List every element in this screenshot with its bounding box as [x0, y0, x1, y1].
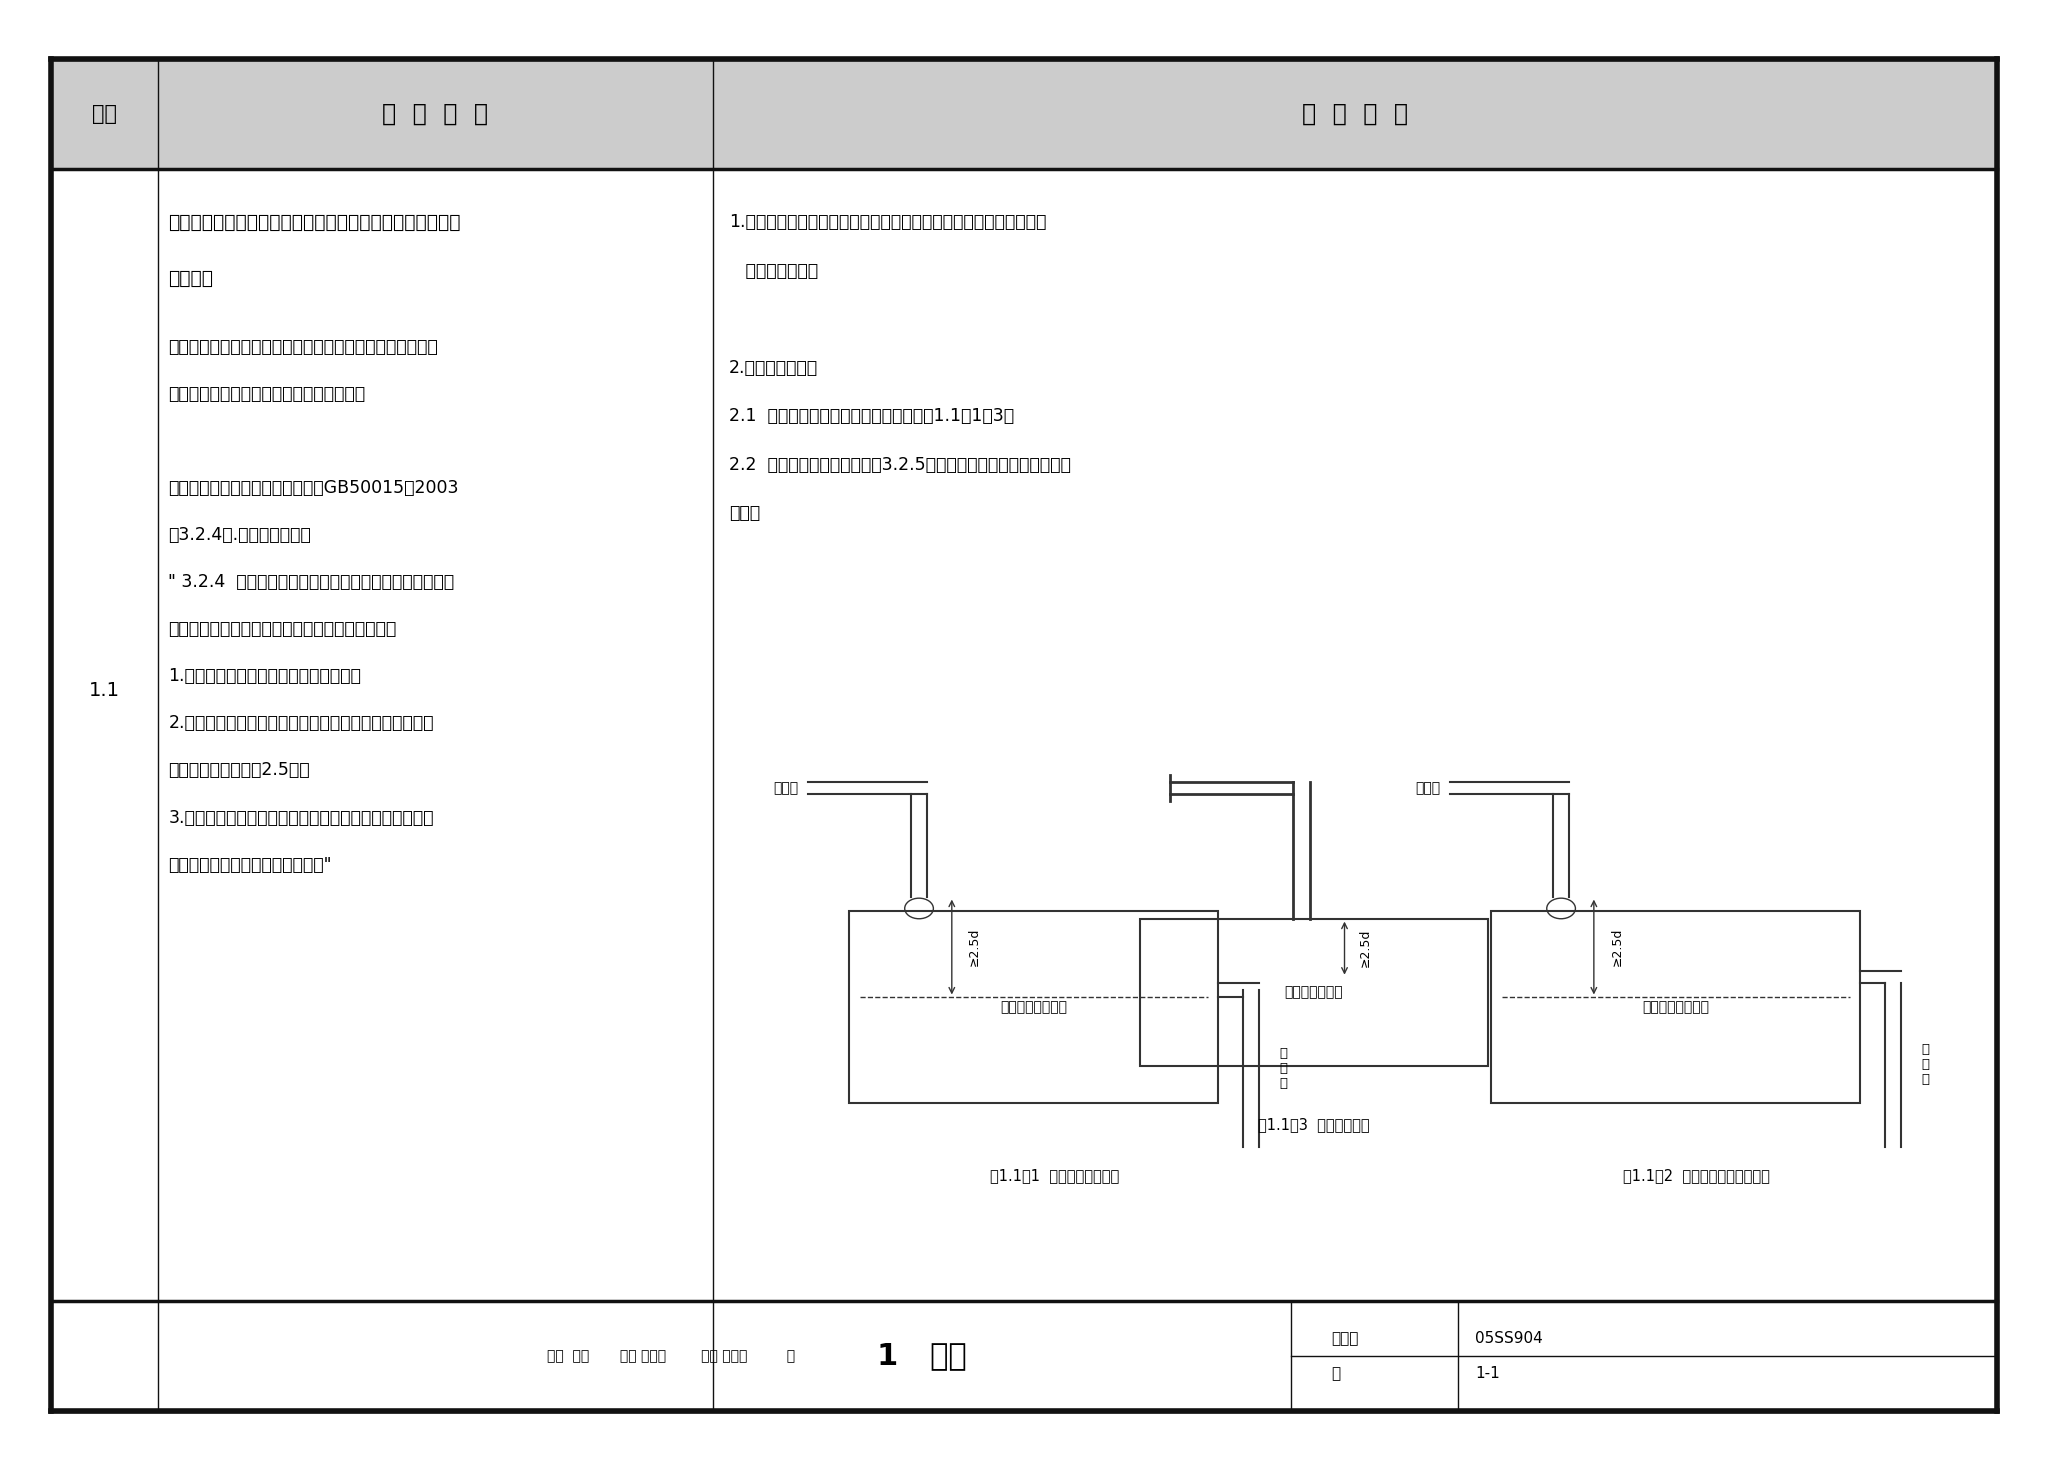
Text: 1.1: 1.1 — [90, 682, 121, 700]
Text: 1-1: 1-1 — [1475, 1366, 1499, 1382]
Text: 非饮用水池（箱）: 非饮用水池（箱） — [1642, 1000, 1710, 1014]
Text: 第3.2.4条.（强制性条文）: 第3.2.4条.（强制性条文） — [168, 526, 311, 544]
Text: " 3.2.4  生活饮用水不得因管道产生虹吸回流而受污染，: " 3.2.4 生活饮用水不得因管道产生虹吸回流而受污染， — [168, 573, 455, 591]
Text: 溢
流
管: 溢 流 管 — [1921, 1044, 1929, 1086]
Text: 2.出水口高出承接用水容器溢流边缘的最小空气间隙，不: 2.出水口高出承接用水容器溢流边缘的最小空气间隙，不 — [168, 714, 434, 732]
Text: 止器或采取其它有效的隔断措施。": 止器或采取其它有效的隔断措施。" — [168, 856, 332, 873]
Text: 图集号: 图集号 — [1331, 1330, 1360, 1347]
Text: 页: 页 — [1331, 1366, 1341, 1382]
Text: 给水管: 给水管 — [1415, 781, 1440, 795]
Text: 3.特殊器具不能设置最小空气间隙时，应设置管道倒流防: 3.特殊器具不能设置最小空气间隙时，应设置管道倒流防 — [168, 809, 434, 826]
Text: 1   给水: 1 给水 — [877, 1342, 967, 1370]
Text: 给水管: 给水管 — [772, 781, 799, 795]
Text: 洗涤池（槽）等: 洗涤池（槽）等 — [1284, 985, 1343, 1000]
Text: 措施。: 措施。 — [729, 504, 760, 522]
Text: （补）水口空气间隙不够，且不采取措施。: （补）水口空气间隙不够，且不采取措施。 — [168, 385, 367, 403]
Text: 2.改进措施如下：: 2.改进措施如下： — [729, 359, 819, 376]
Text: 图1.1－3  当无溢流口时: 图1.1－3 当无溢流口时 — [1257, 1117, 1370, 1132]
Text: 序号: 序号 — [92, 104, 117, 123]
Text: 图1.1－2  当溢流口为侧壁开孔时: 图1.1－2 当溢流口为侧壁开孔时 — [1622, 1169, 1769, 1183]
Text: 1.这些池（槽）均被认为已经污染，有发生虹吸倒流污染生活饮用给: 1.这些池（槽）均被认为已经污染，有发生虹吸倒流污染生活饮用给 — [729, 213, 1047, 231]
Text: 05SS904: 05SS904 — [1475, 1330, 1542, 1347]
Text: 违反了《建筑给水排水设计规范》GB50015－2003: 违反了《建筑给水排水设计规范》GB50015－2003 — [168, 479, 459, 497]
Text: 图1.1－1  当溢流口为水平时: 图1.1－1 当溢流口为水平时 — [989, 1169, 1118, 1183]
Text: 审核  贾苇       校对 窦秀明        设计 孙绍胤         页: 审核 贾苇 校对 窦秀明 设计 孙绍胤 页 — [547, 1349, 795, 1363]
Text: ≥2.5d: ≥2.5d — [969, 928, 981, 966]
Text: 生活饮用水管道的配水件出水口应符合下列规定：: 生活饮用水管道的配水件出水口应符合下列规定： — [168, 620, 397, 638]
Text: 得小于出水口直径的2.5倍；: 得小于出水口直径的2.5倍； — [168, 761, 309, 779]
Text: 游泳池、水景观赏池、循环冷却水池、洗涤池（槽）等的配: 游泳池、水景观赏池、循环冷却水池、洗涤池（槽）等的配 — [168, 338, 438, 356]
Text: 改  进  措  施: 改 进 措 施 — [1303, 101, 1407, 126]
Text: 承接用水容器与配水件出水口空气间隙不够，且不采取措施: 承接用水容器与配水件出水口空气间隙不够，且不采取措施 — [168, 213, 461, 232]
Text: 水管道的危险。: 水管道的危险。 — [729, 262, 819, 279]
Text: 溢
流
管: 溢 流 管 — [1280, 1047, 1288, 1089]
Text: ≥2.5d: ≥2.5d — [1360, 929, 1372, 967]
Text: 采取措施: 采取措施 — [168, 269, 213, 288]
Text: 2.1  设计中保证最小空气间隙要求，见图1.1－1～3。: 2.1 设计中保证最小空气间隙要求，见图1.1－1～3。 — [729, 407, 1014, 425]
Text: ≥2.5d: ≥2.5d — [1610, 928, 1624, 966]
Polygon shape — [51, 59, 1997, 169]
Text: 常  见  问  题: 常 见 问 题 — [383, 101, 489, 126]
Text: 非饮用水池（箱）: 非饮用水池（箱） — [999, 1000, 1067, 1014]
Text: 1.出水口不得被任何液体或杂质所淹没；: 1.出水口不得被任何液体或杂质所淹没； — [168, 667, 360, 685]
Text: 2.2  如有困难时，按此规范第3.2.5条设倒流防止器或采取其它有效: 2.2 如有困难时，按此规范第3.2.5条设倒流防止器或采取其它有效 — [729, 456, 1071, 473]
